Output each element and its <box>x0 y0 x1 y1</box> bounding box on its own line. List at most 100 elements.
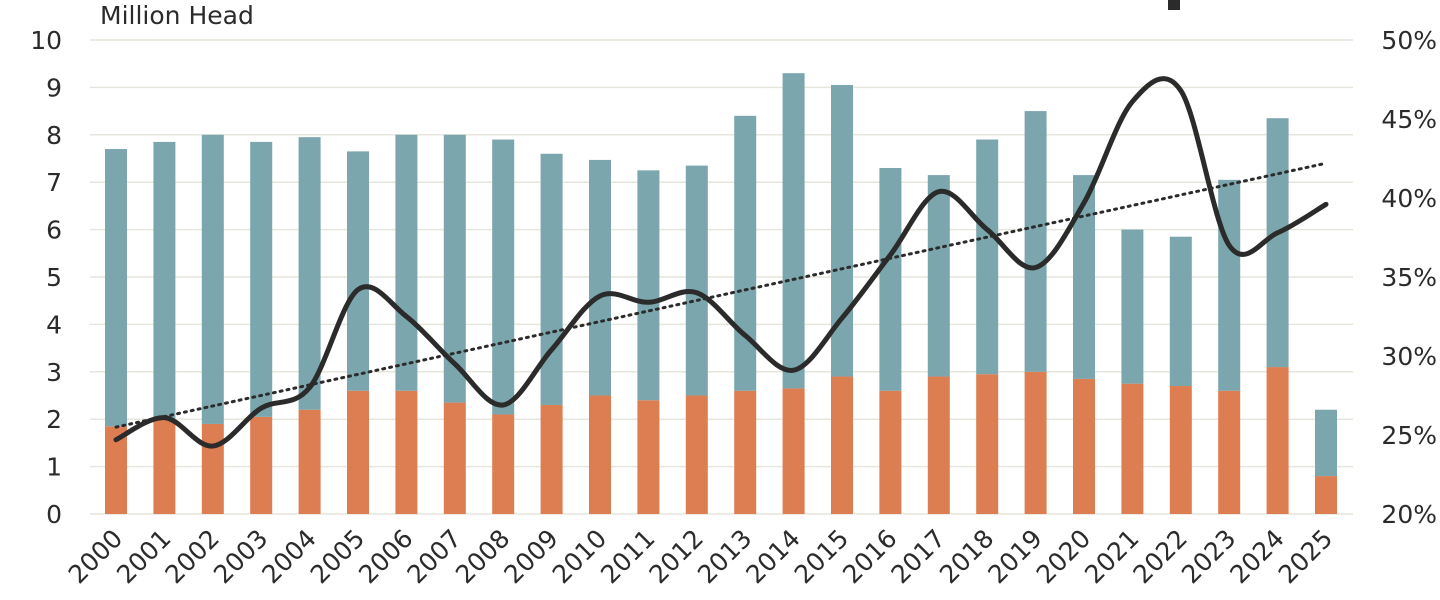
corner-mark <box>1168 0 1180 10</box>
bar-segment-upper <box>1266 118 1289 368</box>
bar-segment-upper <box>153 141 176 420</box>
bar-segment-lower <box>443 402 466 514</box>
bars <box>105 73 1337 514</box>
bar-segment-lower <box>1315 476 1337 514</box>
bar-segment-upper <box>927 175 950 377</box>
y-axis-label: Million Head <box>100 1 254 30</box>
x-tick-label: 2021 <box>1079 524 1144 589</box>
x-tick-label: 2002 <box>160 524 225 589</box>
y-tick-label: 0 <box>46 500 62 529</box>
y2-tick-label: 45% <box>1381 105 1437 134</box>
bar-segment-upper <box>347 151 369 391</box>
y2-tick-label: 25% <box>1381 421 1437 450</box>
bar-segment-upper <box>1024 111 1047 372</box>
bar-segment-lower <box>734 390 757 514</box>
x-tick-label: 2015 <box>789 524 854 589</box>
bar-segment-upper <box>201 134 224 424</box>
x-tick-label: 2019 <box>982 524 1047 589</box>
y2-tick-label: 50% <box>1381 26 1437 55</box>
bar-segment-lower <box>1024 371 1047 514</box>
x-tick-label: 2006 <box>353 524 418 589</box>
trendline <box>114 161 1328 429</box>
bar-segment-lower <box>976 374 999 514</box>
y2-tick-label: 20% <box>1381 500 1437 529</box>
bar-segment-upper <box>1218 179 1241 391</box>
bar-segment-upper <box>782 73 805 389</box>
x-tick-label: 2024 <box>1224 524 1289 589</box>
corner-mark-bar <box>1168 0 1180 10</box>
bar-segment-lower <box>1073 378 1095 514</box>
x-tick-label: 2014 <box>740 524 805 589</box>
bar-segment-lower <box>927 376 950 514</box>
y-tick-label: 6 <box>46 216 62 245</box>
bar-segment-lower <box>589 395 611 514</box>
bar-segment-lower <box>298 409 321 514</box>
bar-segment-upper <box>976 139 999 375</box>
y-tick-label: 2 <box>46 405 62 434</box>
x-tick-label: 2005 <box>305 524 370 589</box>
bar-segment-upper <box>637 170 660 401</box>
bar-segment-lower <box>492 414 515 514</box>
bar-segment-lower <box>105 426 127 514</box>
bar-segment-upper <box>540 153 563 405</box>
bar-segment-upper <box>250 141 273 417</box>
x-tick-label: 2016 <box>837 524 902 589</box>
bar-segment-lower <box>1121 383 1144 514</box>
y-tick-label: 10 <box>30 26 62 55</box>
y-tick-label: 4 <box>46 310 62 339</box>
bar-segment-lower <box>879 390 902 514</box>
bar-segment-upper <box>1169 236 1192 387</box>
y-tick-label: 5 <box>46 263 62 292</box>
x-tick-label: 2010 <box>547 524 612 589</box>
y-tick-label: 9 <box>46 73 62 102</box>
x-tick-label: 2003 <box>208 524 273 589</box>
bar-segment-upper <box>395 134 418 391</box>
bar-segment-upper <box>879 167 902 391</box>
x-tick-label: 2004 <box>256 524 321 589</box>
x-tick-label: 2011 <box>595 524 660 589</box>
x-tick-label: 2023 <box>1176 524 1241 589</box>
bar-segment-upper <box>831 85 853 377</box>
y-tick-label: 1 <box>46 453 62 482</box>
bar-segment-upper <box>1315 409 1337 477</box>
bar-segment-upper <box>685 165 708 396</box>
bar-segment-upper <box>1073 175 1095 379</box>
y2-tick-label: 35% <box>1381 263 1437 292</box>
x-tick-label: 2008 <box>450 524 515 589</box>
bar-segment-upper <box>105 149 127 427</box>
bar-segment-lower <box>685 395 708 514</box>
bar-segment-upper <box>492 139 515 415</box>
bar-segment-upper <box>443 134 466 403</box>
x-tick-label: 2020 <box>1031 524 1096 589</box>
bar-segment-upper <box>734 115 757 391</box>
bar-segment-lower <box>250 416 273 514</box>
bar-segment-upper <box>1121 229 1144 384</box>
bar-segment-lower <box>782 388 805 514</box>
bar-segment-lower <box>637 400 660 514</box>
x-tick-label: 2012 <box>644 524 709 589</box>
x-tick-label: 2018 <box>934 524 999 589</box>
x-tick-label: 2022 <box>1128 524 1193 589</box>
share-line <box>113 76 1329 449</box>
y2-tick-label: 40% <box>1381 184 1437 213</box>
x-tick-label: 2001 <box>111 524 176 589</box>
y2-tick-label: 30% <box>1381 342 1437 371</box>
x-tick-label: 2017 <box>886 524 951 589</box>
x-tick-label: 2013 <box>692 524 757 589</box>
bar-segment-lower <box>201 423 224 514</box>
lines <box>113 76 1329 449</box>
gridlines <box>90 39 1353 515</box>
bar-segment-lower <box>831 376 853 514</box>
y-tick-label: 7 <box>46 168 62 197</box>
y-tick-label: 8 <box>46 121 62 150</box>
bar-segment-lower <box>347 390 369 514</box>
bar-segment-upper <box>298 137 321 410</box>
bar-segment-lower <box>1218 390 1241 514</box>
x-tick-label: 2009 <box>498 524 563 589</box>
bar-segment-lower <box>153 419 176 514</box>
y-tick-label: 3 <box>46 358 62 387</box>
x-tick-label: 2025 <box>1273 524 1338 589</box>
bar-segment-lower <box>395 390 418 514</box>
bar-segment-lower <box>1169 386 1192 514</box>
